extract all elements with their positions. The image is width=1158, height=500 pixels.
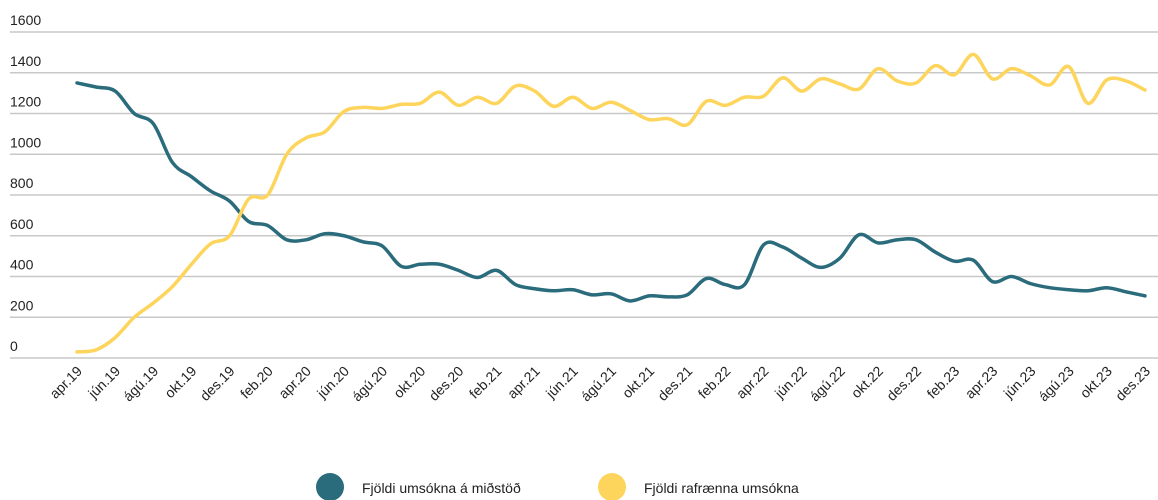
legend-label: Fjöldi umsókna á miðstöð <box>362 480 521 496</box>
y-tick-label: 0 <box>10 338 18 354</box>
y-tick-label: 400 <box>10 257 34 273</box>
x-tick-label: okt.20 <box>390 363 428 401</box>
legend-label: Fjöldi rafrænna umsókna <box>644 480 799 496</box>
legend-swatch <box>598 473 626 500</box>
x-tick-label: apr.21 <box>504 363 543 402</box>
x-tick-label: des.19 <box>197 363 238 404</box>
x-tick-label: ágú.20 <box>349 363 391 405</box>
x-tick-label: jún.20 <box>313 363 352 402</box>
y-tick-label: 800 <box>10 175 34 191</box>
x-tick-label: ágú.22 <box>806 363 848 405</box>
y-tick-label: 200 <box>10 297 34 313</box>
x-tick-label: feb.21 <box>466 363 505 402</box>
y-tick-label: 600 <box>10 216 34 232</box>
x-tick-label: feb.23 <box>924 363 963 402</box>
x-tick-label: des.22 <box>883 363 924 404</box>
y-tick-label: 1400 <box>10 53 41 69</box>
x-tick-label: jún.19 <box>84 363 123 402</box>
x-tick-label: apr.22 <box>733 363 772 402</box>
x-tick-label: feb.20 <box>237 363 276 402</box>
x-tick-label: apr.20 <box>275 363 314 402</box>
x-tick-label: jún.21 <box>542 363 581 402</box>
x-tick-label: ágú.21 <box>578 363 620 405</box>
x-tick-label: okt.22 <box>848 363 886 401</box>
x-tick-label: ágú.19 <box>120 363 162 405</box>
y-tick-label: 1600 <box>10 12 41 28</box>
x-tick-label: des.20 <box>426 363 467 404</box>
x-tick-label: apr.19 <box>46 363 85 402</box>
x-tick-label: des.23 <box>1112 363 1153 404</box>
x-tick-label: jún.23 <box>1000 363 1039 402</box>
legend-swatch <box>316 473 344 500</box>
x-tick-label: okt.19 <box>161 363 199 401</box>
x-tick-label: des.21 <box>654 363 695 404</box>
series-line <box>75 52 1147 354</box>
x-tick-label: ágú.23 <box>1035 363 1077 405</box>
y-tick-label: 1200 <box>10 94 41 110</box>
x-tick-label: feb.22 <box>695 363 734 402</box>
x-tick-label: jún.22 <box>771 363 810 402</box>
y-tick-label: 1000 <box>10 134 41 150</box>
series-line <box>75 81 1147 303</box>
x-tick-label: okt.23 <box>1077 363 1115 401</box>
x-tick-label: okt.21 <box>619 363 657 401</box>
x-tick-label: apr.23 <box>962 363 1001 402</box>
